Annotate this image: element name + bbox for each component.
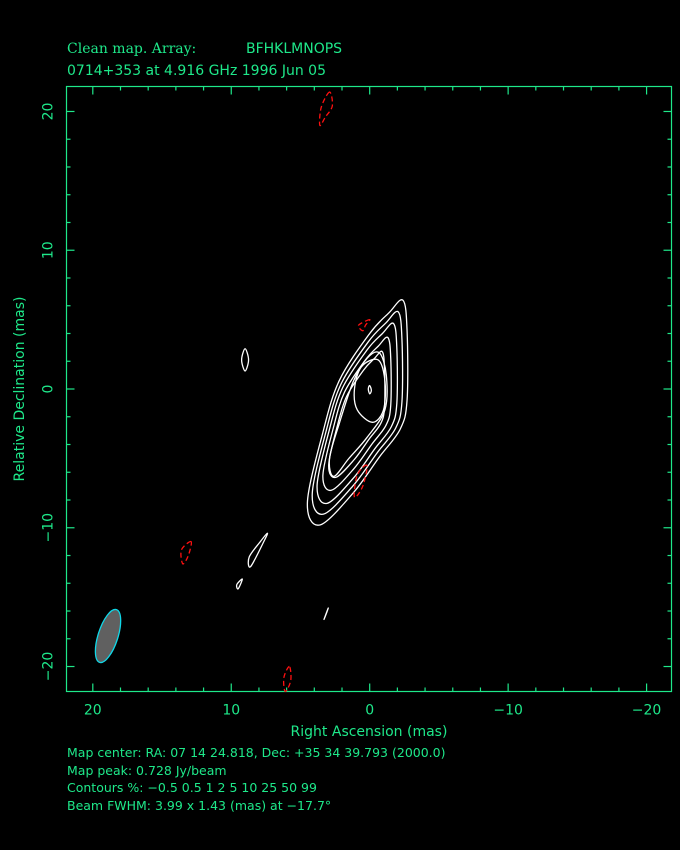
y-tick-label: 0 [41, 385, 57, 394]
beam-ellipse [94, 608, 122, 664]
title-source: 0714+353 at 4.916 GHz 1996 Jun 05 [67, 63, 326, 79]
negative-contour [318, 91, 334, 127]
negative-contour [180, 540, 193, 565]
positive-contour [323, 607, 329, 620]
positive-contour [316, 322, 399, 505]
positive-contour [353, 358, 387, 423]
y-tick-label: 10 [41, 241, 57, 259]
positive-contour [306, 298, 409, 526]
contour-levels: Contours %: −0.5 0.5 1 2 5 10 25 50 99 [67, 780, 317, 795]
title-array: BFHKLMNOPS [246, 41, 342, 57]
negative-contour [357, 318, 371, 332]
positive-contour [367, 384, 373, 395]
map-peak: Map peak: 0.728 Jy/beam [67, 763, 227, 778]
positive-contour [311, 310, 404, 515]
x-tick-label: −20 [632, 703, 662, 719]
negative-contour [353, 464, 368, 499]
beam-fwhm: Beam FWHM: 3.99 x 1.43 (mas) at −17.7° [67, 798, 331, 813]
plot-frame [65, 85, 673, 693]
y-tick-label: −20 [41, 652, 57, 682]
positive-contour [235, 578, 243, 590]
beam [94, 608, 122, 664]
y-axis-label: Relative Declination (mas) [12, 297, 28, 482]
x-tick-label: 10 [222, 703, 240, 719]
y-tick-label: −10 [41, 513, 57, 543]
title-prefix: Clean map. Array: [67, 41, 196, 57]
positive-contour [247, 532, 269, 568]
x-tick-label: 0 [365, 703, 374, 719]
positive-contour [240, 348, 250, 372]
y-tick-label: 20 [41, 103, 57, 121]
x-axis-label: Right Ascension (mas) [291, 724, 448, 740]
map-center: Map center: RA: 07 14 24.818, Dec: +35 3… [67, 745, 445, 760]
axis-ticks: 20 10 0 −10 −20 20 10 0 −10 −20 [41, 86, 672, 719]
negative-contour [282, 665, 292, 693]
contours [180, 91, 409, 693]
x-tick-label: 20 [84, 703, 102, 719]
x-tick-label: −10 [493, 703, 523, 719]
